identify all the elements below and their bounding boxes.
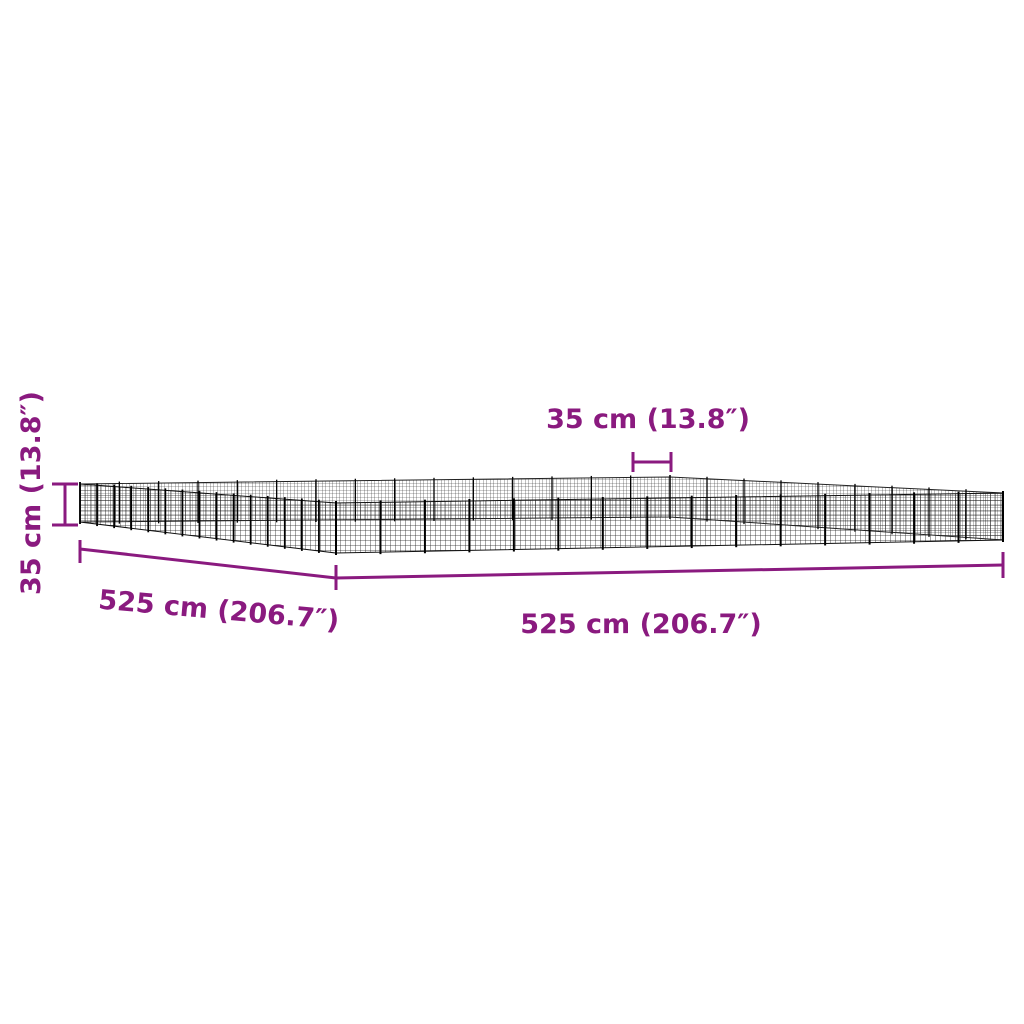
width-dimension-line xyxy=(335,552,1005,580)
pet-playpen xyxy=(79,475,1004,555)
panel-width-label: 35 cm (13.8″) xyxy=(546,404,750,435)
height-dimension-line xyxy=(52,482,78,527)
panel-posts xyxy=(79,475,1004,555)
depth-label: 525 cm (206.7″) xyxy=(97,585,340,637)
dimension-lines xyxy=(52,452,1005,590)
width-label: 525 cm (206.7″) xyxy=(520,609,761,640)
panel-width-dimension-line xyxy=(631,452,673,472)
height-label: 35 cm (13.8″) xyxy=(16,391,47,595)
